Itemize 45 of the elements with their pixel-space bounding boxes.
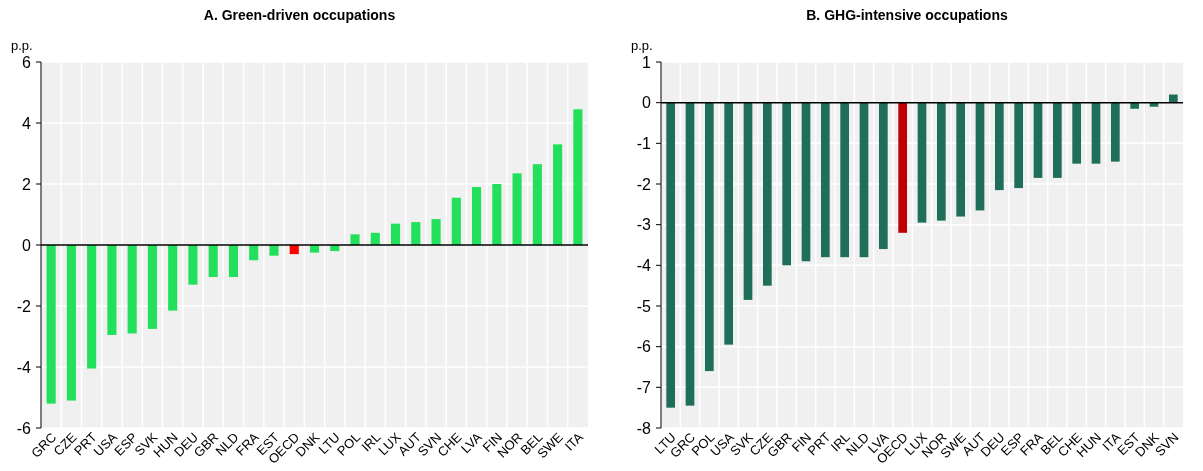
bar: [350, 234, 360, 245]
bar: [46, 245, 56, 404]
bar: [431, 219, 441, 245]
y-tick-label: -5: [636, 297, 652, 315]
bar: [168, 245, 178, 311]
bar: [553, 144, 563, 245]
bar: [107, 245, 117, 335]
bar: [249, 245, 259, 261]
y-tick-label: -8: [636, 419, 652, 437]
y-tick-label: -3: [636, 216, 652, 234]
y-tick-label: 0: [22, 236, 32, 254]
y-tick-label: 2: [22, 175, 32, 193]
y-tick-label: -7: [636, 378, 652, 396]
bar: [492, 184, 502, 245]
bar: [269, 245, 279, 256]
y-tick-label: 4: [22, 114, 32, 132]
bar: [208, 245, 218, 278]
bar: [512, 173, 522, 245]
bar: [309, 245, 320, 253]
bar: [573, 109, 583, 245]
y-tick-label: -4: [636, 256, 652, 274]
y-tick-label: -2: [16, 297, 32, 315]
bar: [411, 222, 421, 245]
bar: [390, 223, 401, 245]
bar: [228, 245, 239, 278]
bar: [472, 187, 482, 245]
bar: [127, 245, 137, 334]
bar: [188, 245, 198, 285]
bar: [87, 245, 97, 369]
bar: [532, 164, 542, 245]
y-tick-label: 6: [22, 53, 32, 71]
chart-title: A. Green-driven occupations: [203, 7, 396, 23]
y-axis-title: p.p.: [11, 38, 33, 53]
y-axis-title: p.p.: [631, 38, 653, 53]
y-tick-label: -4: [16, 358, 32, 376]
y-tick-label: -1: [636, 134, 652, 152]
bar: [66, 245, 76, 401]
y-tick-label: 1: [642, 53, 652, 71]
y-tick-label: -6: [636, 338, 652, 356]
y-tick-label: -2: [636, 175, 652, 193]
y-tick-label: 0: [642, 94, 652, 112]
y-tick-label: -6: [16, 419, 32, 437]
chart-title: B. GHG-intensive occupations: [806, 7, 1008, 23]
bar: [451, 197, 461, 245]
bar: [147, 245, 157, 329]
